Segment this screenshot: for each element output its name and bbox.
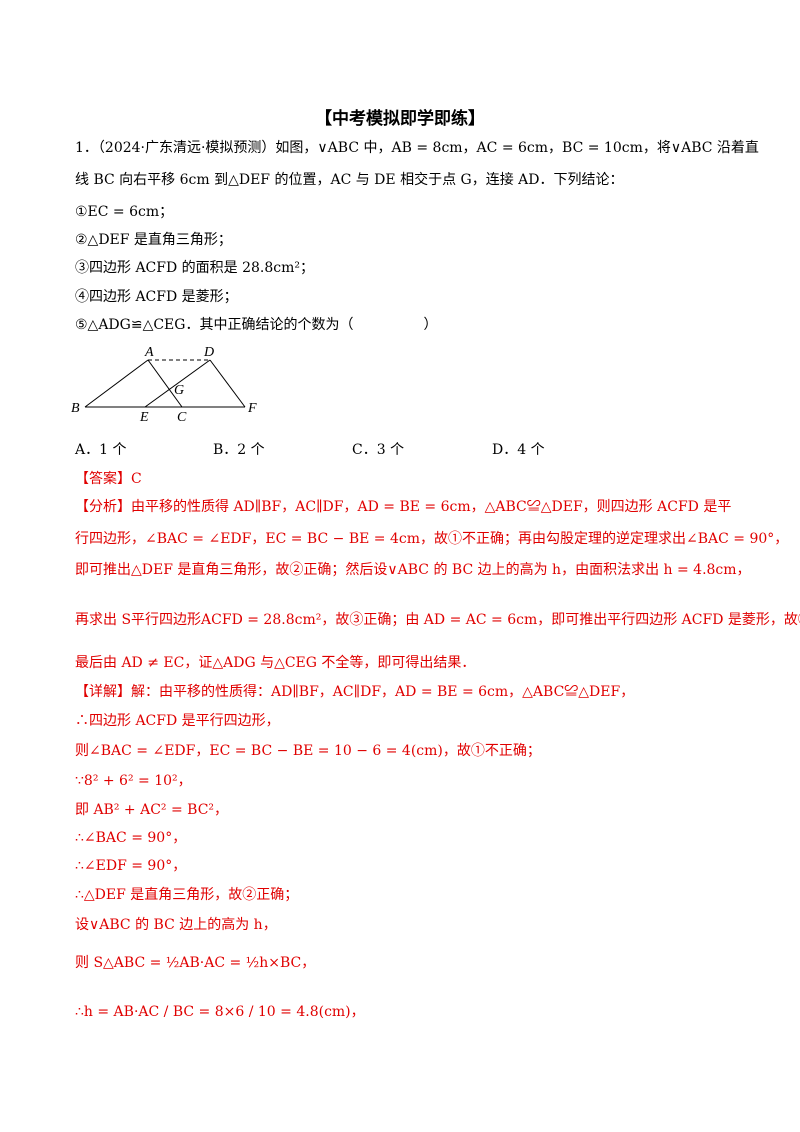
point-label: C: [177, 410, 187, 423]
point-label: D: [203, 345, 214, 360]
text-line: ∴四边形 ACFD 是平行四边形，: [75, 713, 280, 729]
text-line: ∴∠BAC = 90°，: [75, 830, 187, 846]
text-line: 再求出 S平行四边形ACFD = 28.8cm²，故③正确；由 AD = AC …: [75, 612, 800, 628]
point-label: A: [144, 345, 154, 360]
text-line: ③四边形 ACFD 的面积是 28.8cm²；: [75, 260, 315, 276]
text-line: 【答案】C: [75, 471, 142, 487]
point-label: E: [139, 410, 149, 423]
text-line: ①EC = 6cm；: [75, 204, 174, 220]
text-line: 则∠BAC = ∠EDF，EC = BC − BE = 10 − 6 = 4(c…: [75, 743, 541, 759]
text-line: 设∨ABC 的 BC 边上的高为 h，: [75, 917, 277, 933]
option: C．3 个: [352, 442, 405, 458]
point-label: B: [71, 401, 80, 416]
option: B．2 个: [213, 442, 265, 458]
text-line: 则 S△ABC = ½AB·AC = ½h×BC，: [75, 955, 316, 971]
text-line: 即可推出△DEF 是直角三角形，故②正确；然后设∨ABC 的 BC 边上的高为 …: [75, 562, 751, 578]
text-line: 1．（2024·广东清远·模拟预测）如图，∨ABC 中，AB = 8cm，AC …: [75, 140, 759, 156]
text-line: ⑤△ADG≌△CEG．其中正确结论的个数为（ ）: [75, 317, 438, 333]
text-line: 最后由 AD ≠ EC，证△ADG 与△CEG 不全等，即可得出结果．: [75, 655, 476, 671]
text-line: ∴△DEF 是直角三角形，故②正确；: [75, 887, 299, 903]
figure: A D G B E C F: [71, 345, 257, 423]
text-line: ∵8² + 6² = 10²，: [75, 773, 192, 789]
option: A．1 个: [75, 442, 127, 458]
text-line: ④四边形 ACFD 是菱形；: [75, 289, 238, 305]
text-line: 【详解】解：由平移的性质得：AD∥BF，AC∥DF，AD = BE = 6cm，…: [75, 684, 635, 700]
text-line: ∴h = AB·AC / BC = 8×6 / 10 = 4.8(cm)，: [75, 1004, 365, 1020]
point-label: G: [174, 383, 184, 398]
point-label: F: [247, 401, 257, 416]
text-line: 【分析】由平移的性质得 AD∥BF，AC∥DF，AD = BE = 6cm，△A…: [75, 499, 732, 515]
text-line: 行四边形，∠BAC = ∠EDF，EC = BC − BE = 4cm，故①不正…: [75, 531, 789, 547]
title: 【中考模拟即学即练】: [315, 109, 485, 129]
option: D．4 个: [492, 442, 545, 458]
text-line: 即 AB² + AC² = BC²，: [75, 802, 229, 818]
text-line: ∴∠EDF = 90°，: [75, 858, 187, 874]
text-line: 线 BC 向右平移 6cm 到△DEF 的位置，AC 与 DE 相交于点 G，连…: [75, 172, 624, 188]
text-line: ②△DEF 是直角三角形；: [75, 232, 232, 248]
